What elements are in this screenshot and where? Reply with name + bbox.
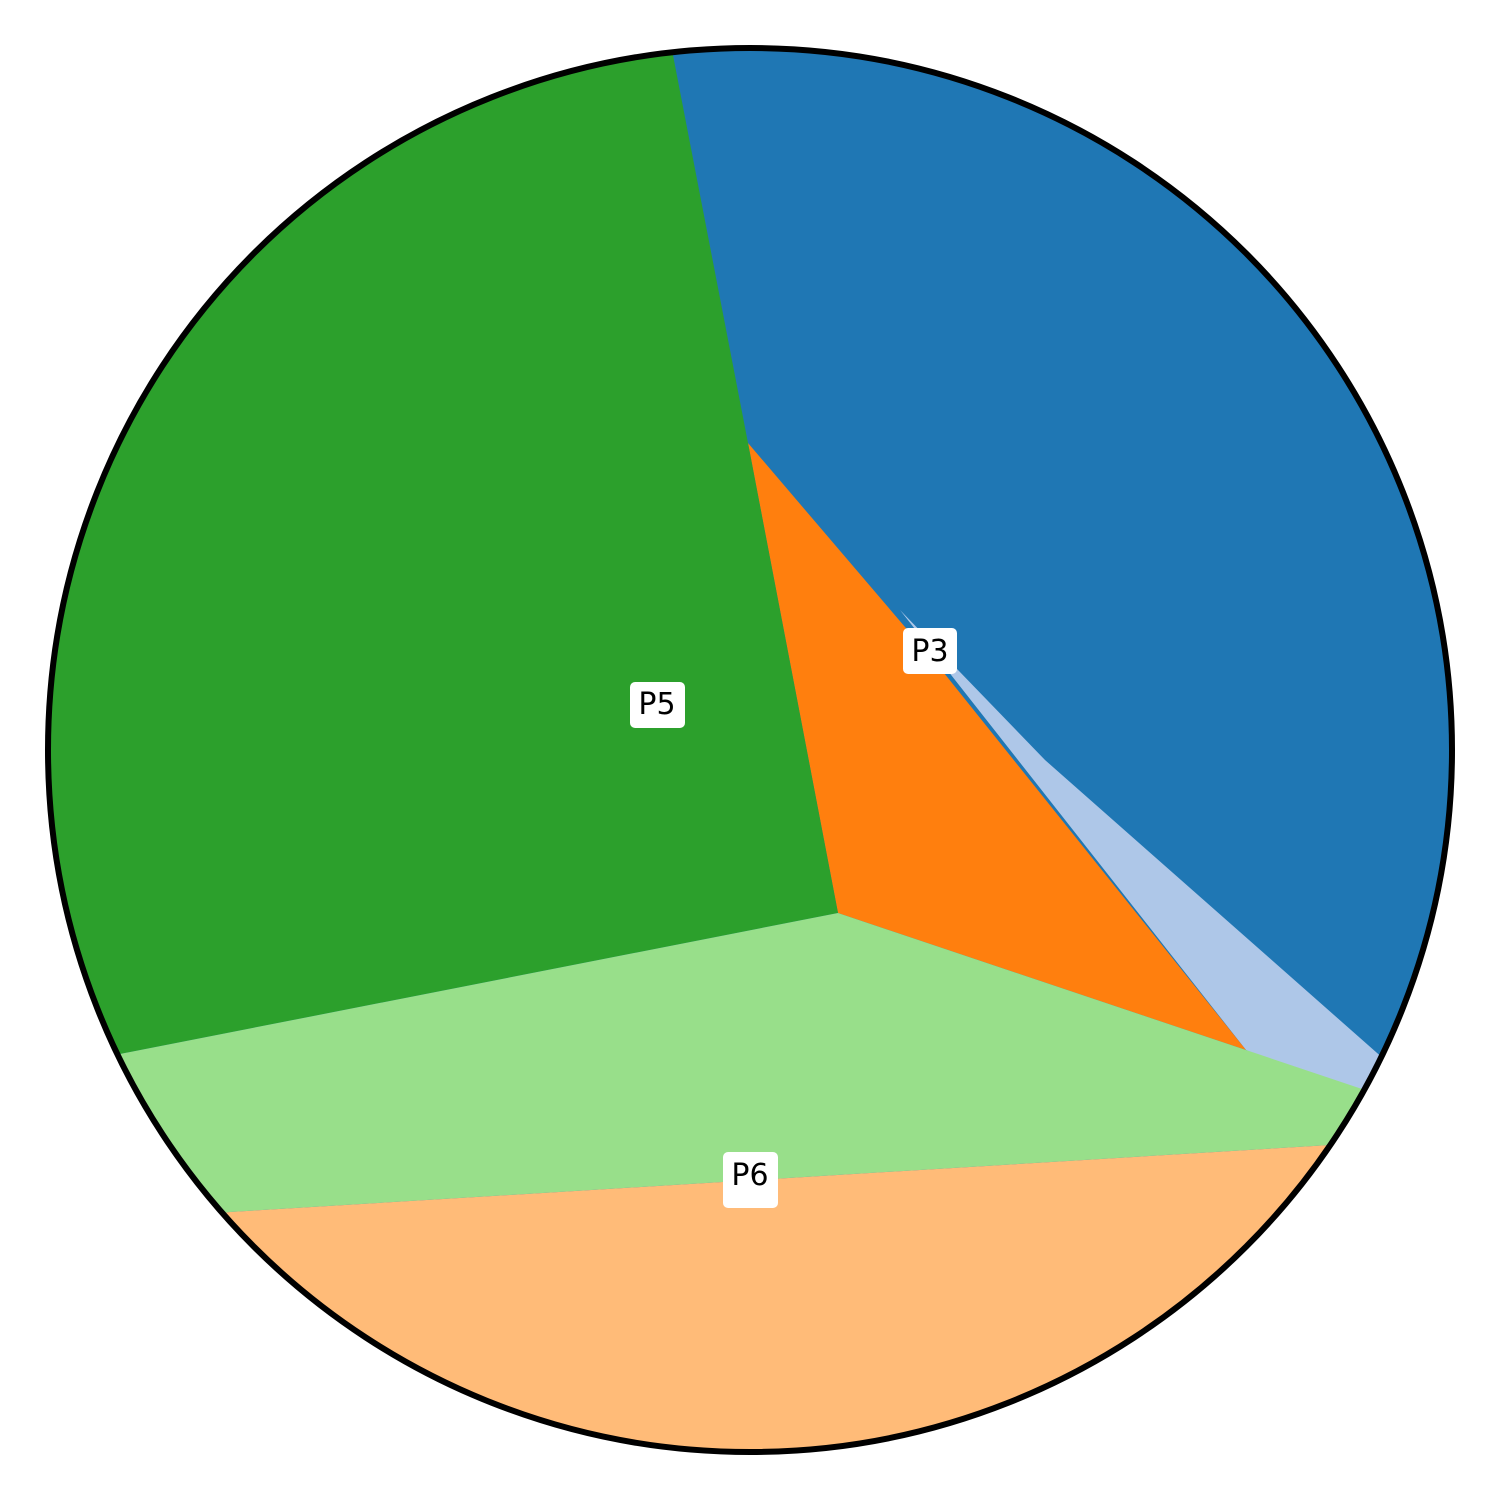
label-p6-box: [723, 1152, 778, 1208]
label-p5-box: [630, 682, 685, 728]
region-orange: [748, 443, 1246, 1050]
label-p5-text: P5: [638, 687, 675, 722]
label-p3: P3: [903, 628, 957, 674]
region-lightblue: [900, 610, 1385, 1100]
label-p6: P6: [723, 1152, 778, 1208]
label-p3-box: [903, 628, 957, 674]
disc-outline: [45, 45, 1455, 1455]
label-p6-text: P6: [731, 1158, 768, 1193]
label-p5: P5: [630, 682, 685, 728]
region-lightgreen: [48, 913, 1452, 1240]
label-p3-text: P3: [911, 634, 948, 669]
